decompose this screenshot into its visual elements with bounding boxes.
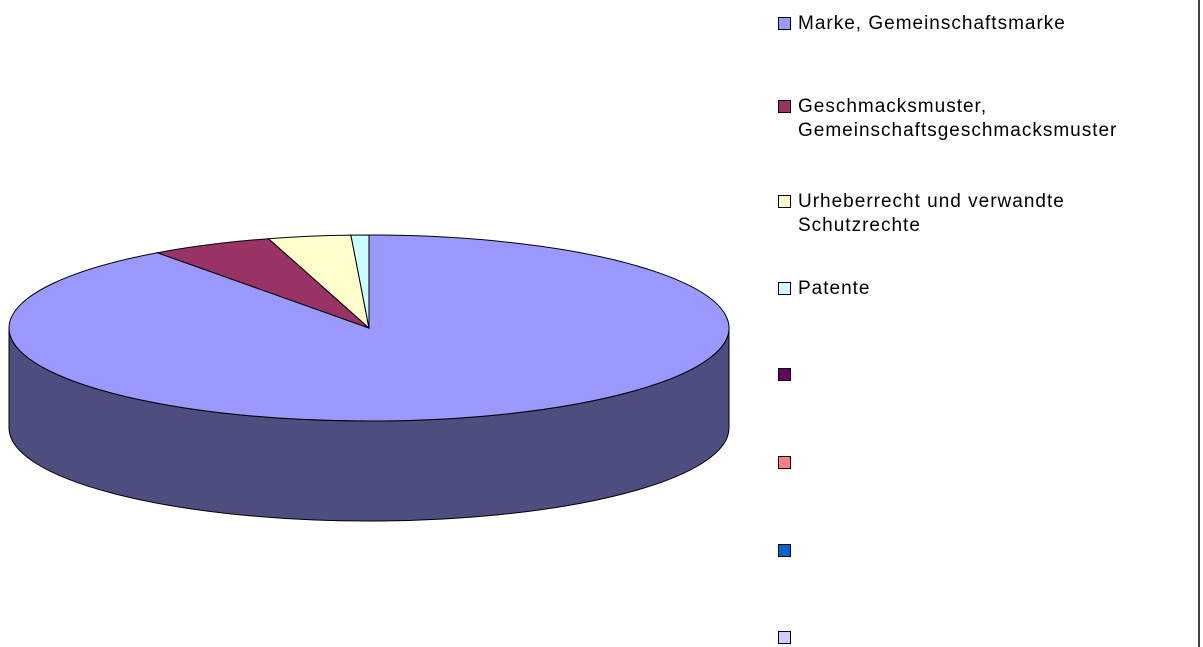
legend-label: Geschmacksmuster, Gemeinschaftsgeschmack… [798, 96, 1118, 141]
legend-item [778, 363, 1178, 381]
legend-swatch [778, 368, 791, 381]
legend-swatch [778, 17, 791, 30]
legend-item: Urheberrecht und verwandte Schutzrechte [778, 190, 1178, 238]
legend-item [778, 451, 1178, 469]
pie-slice [350, 234, 370, 329]
legend-swatch [778, 456, 791, 469]
legend-swatch [778, 631, 791, 644]
legend-label: Urheberrecht und verwandte Schutzrechte [798, 191, 1065, 236]
legend-swatch [778, 282, 791, 295]
legend-label: Patente [798, 278, 871, 299]
legend-swatch [778, 544, 791, 557]
legend-item: Marke, Gemeinschaftsmarke [778, 12, 1178, 36]
legend-label: Marke, Gemeinschaftsmarke [798, 13, 1066, 34]
legend-item: Geschmacksmuster, Gemeinschaftsgeschmack… [778, 95, 1178, 143]
legend-item [778, 626, 1178, 644]
legend-item [778, 539, 1178, 557]
legend-item: Patente [778, 277, 1178, 301]
legend-swatch [778, 100, 791, 113]
legend-swatch [778, 195, 791, 208]
